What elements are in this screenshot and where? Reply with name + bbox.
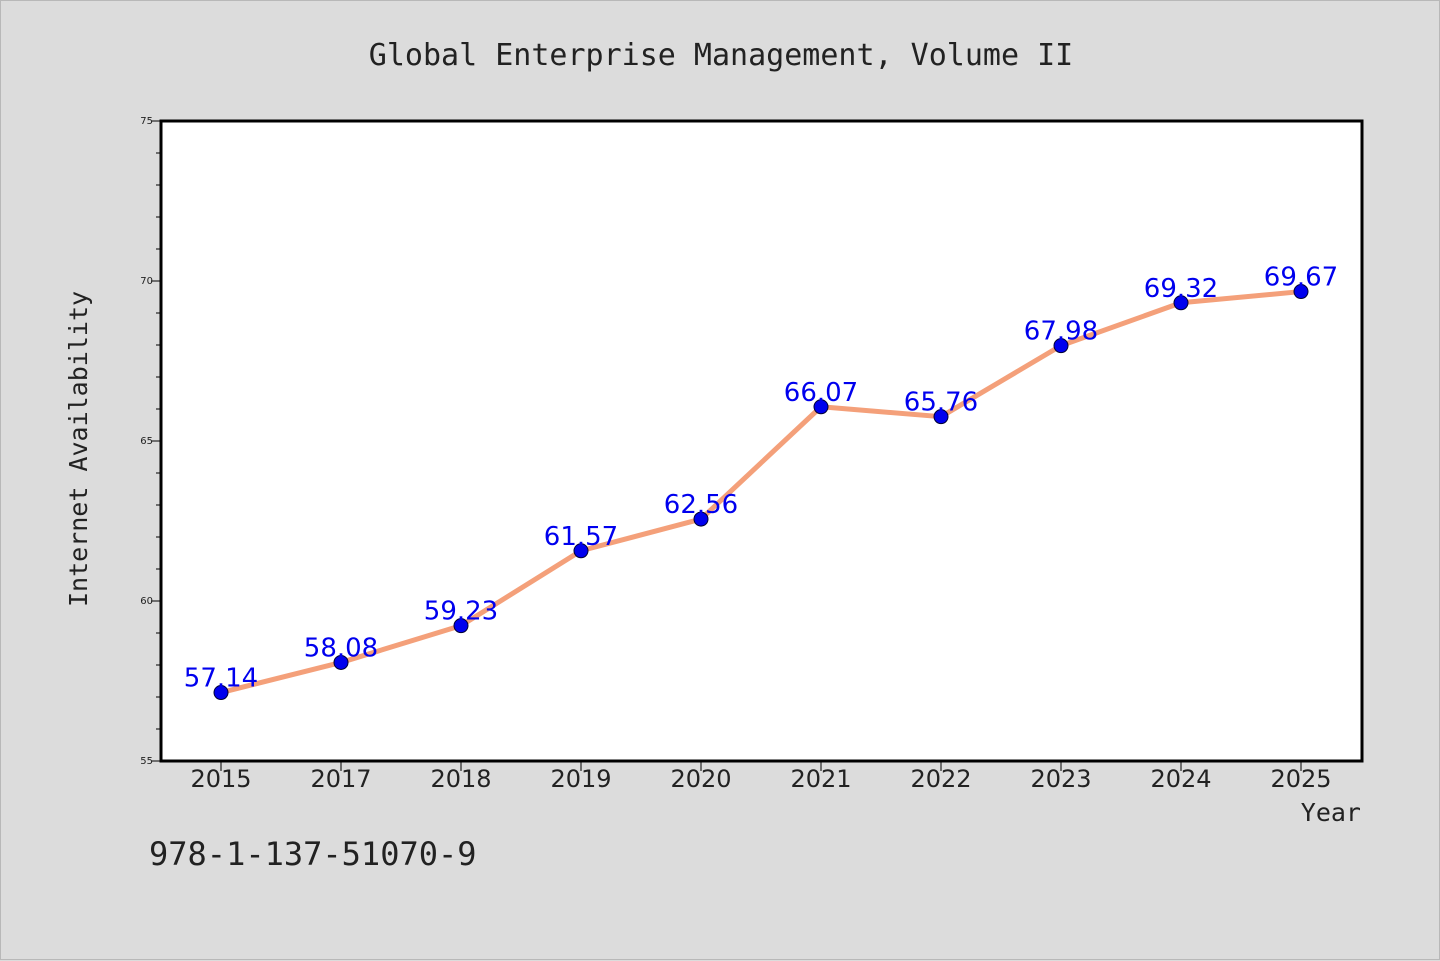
data-label: 65.76 — [904, 388, 978, 418]
data-label: 69.67 — [1264, 263, 1338, 293]
y-tick-label: 75 — [140, 116, 153, 127]
data-point — [1293, 284, 1309, 300]
chart-title: Global Enterprise Management, Volume II — [369, 38, 1073, 73]
x-tick-label: 2018 — [430, 765, 491, 793]
x-axis-ticks: 2015 2017 2018 2019 2020 2021 2022 2023 2024 2025 — [190, 761, 1332, 793]
data-point — [1173, 295, 1189, 311]
y-axis-ticks: 55 60 65 70 75 — [140, 116, 161, 767]
data-point — [693, 511, 709, 527]
y-tick-label: 65 — [140, 436, 153, 447]
data-label: 59.23 — [424, 597, 498, 627]
data-point — [213, 685, 229, 701]
data-label: 66.07 — [784, 378, 858, 408]
x-tick-label: 2021 — [790, 765, 851, 793]
x-tick-label: 2025 — [1270, 765, 1331, 793]
x-tick-label: 2023 — [1030, 765, 1091, 793]
series-line-group — [213, 284, 1309, 701]
data-label: 58.08 — [304, 633, 378, 663]
y-tick-label: 60 — [140, 596, 153, 607]
data-label: 57.14 — [184, 664, 258, 694]
x-tick-label: 2020 — [670, 765, 731, 793]
data-point — [333, 654, 349, 670]
x-axis-label: Year — [1301, 798, 1361, 827]
data-label-group: 57.14 58.08 59.23 61.57 62.56 66.07 65.76 67.98… — [184, 263, 1338, 694]
series-line — [218, 289, 1304, 696]
data-label: 61.57 — [544, 522, 618, 552]
data-point — [453, 618, 469, 634]
isbn-footer: 978-1-137-51070-9 — [149, 835, 477, 873]
data-label: 69.32 — [1144, 274, 1218, 304]
data-point — [573, 543, 589, 559]
data-label: 62.56 — [664, 490, 738, 520]
x-tick-label: 2022 — [910, 765, 971, 793]
y-tick-label: 70 — [140, 276, 153, 287]
y-axis-label: Internet Availability — [64, 291, 93, 607]
plot-frame — [159, 119, 1364, 763]
x-tick-label: 2015 — [190, 765, 251, 793]
data-point — [813, 399, 829, 415]
data-label: 67.98 — [1024, 317, 1098, 347]
y-tick-label: 55 — [140, 756, 153, 767]
data-point — [933, 409, 949, 425]
x-tick-label: 2019 — [550, 765, 611, 793]
data-point — [1053, 338, 1069, 354]
x-tick-label: 2024 — [1150, 765, 1211, 793]
x-tick-label: 2017 — [310, 765, 371, 793]
